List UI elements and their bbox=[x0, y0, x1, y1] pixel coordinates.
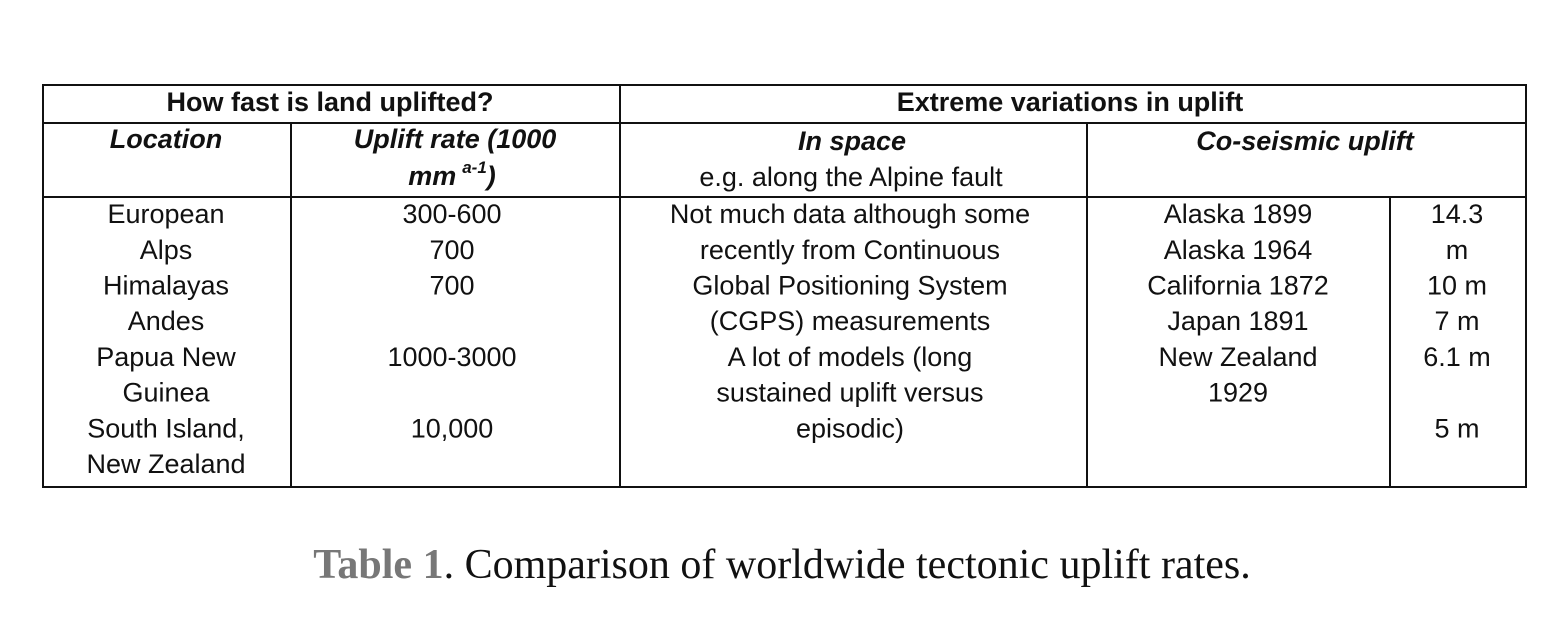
cell-line: European bbox=[107, 199, 224, 229]
column-subheader: e.g. along the Alpine fault bbox=[699, 162, 1003, 192]
cell-line: South Island, bbox=[87, 413, 245, 443]
cell-line: sustained uplift versus bbox=[716, 378, 983, 408]
cell-line: (CGPS) measurements bbox=[710, 306, 991, 336]
cell-line: 10,000 bbox=[411, 413, 494, 443]
column-header: In space bbox=[798, 126, 906, 156]
cell-line: Not much data although some bbox=[670, 199, 1030, 229]
superscript: a-1 bbox=[462, 158, 487, 177]
cell-line: Papua New bbox=[96, 342, 236, 372]
cell-line: California 1872 bbox=[1147, 271, 1329, 301]
cell-line: Himalayas bbox=[103, 271, 229, 301]
cell-line: 5 m bbox=[1434, 413, 1479, 443]
cell-line: episodic) bbox=[796, 413, 904, 443]
caption: Table 1. Comparison of worldwide tectoni… bbox=[313, 542, 1250, 588]
cell-line: 7 m bbox=[1434, 306, 1479, 336]
cell-line: Global Positioning System bbox=[692, 271, 1007, 301]
column-header: Location bbox=[110, 124, 223, 154]
header-part: mm bbox=[408, 161, 456, 191]
caption-label: Table 1 bbox=[313, 542, 443, 588]
column-header: mm a-1) bbox=[408, 158, 496, 191]
group-header: How fast is land uplifted? bbox=[166, 87, 493, 117]
cell-line: 1929 bbox=[1208, 378, 1268, 408]
cell-line: recently from Continuous bbox=[700, 235, 1000, 265]
cell-line: 10 m bbox=[1427, 271, 1487, 301]
cell-line: New Zealand bbox=[1158, 342, 1317, 372]
cell-line: 300-600 bbox=[402, 199, 501, 229]
cell-line: Japan 1891 bbox=[1167, 306, 1308, 336]
cell-line: m bbox=[1446, 235, 1469, 265]
cell-line: 1000-3000 bbox=[387, 342, 516, 372]
table-border bbox=[42, 84, 1527, 488]
cell-line: Alaska 1964 bbox=[1164, 235, 1313, 265]
cell-line: Alps bbox=[140, 235, 193, 265]
caption-text: . Comparison of worldwide tectonic uplif… bbox=[444, 542, 1251, 588]
cell-line: 6.1 m bbox=[1423, 342, 1491, 372]
cell-line: 700 bbox=[429, 235, 474, 265]
cell-line: Guinea bbox=[122, 378, 210, 408]
cell-line: Alaska 1899 bbox=[1164, 199, 1313, 229]
group-header: Extreme variations in uplift bbox=[897, 87, 1244, 117]
cell-line: A lot of models (long bbox=[728, 342, 973, 372]
column-header: Uplift rate (1000 bbox=[354, 124, 557, 154]
header-part: ) bbox=[484, 161, 496, 191]
cell-line: New Zealand bbox=[86, 449, 245, 479]
column-header: Co-seismic uplift bbox=[1196, 126, 1415, 156]
cell-line: Andes bbox=[128, 306, 205, 336]
cell-line: 700 bbox=[429, 271, 474, 301]
cell-line: 14.3 bbox=[1431, 199, 1484, 229]
